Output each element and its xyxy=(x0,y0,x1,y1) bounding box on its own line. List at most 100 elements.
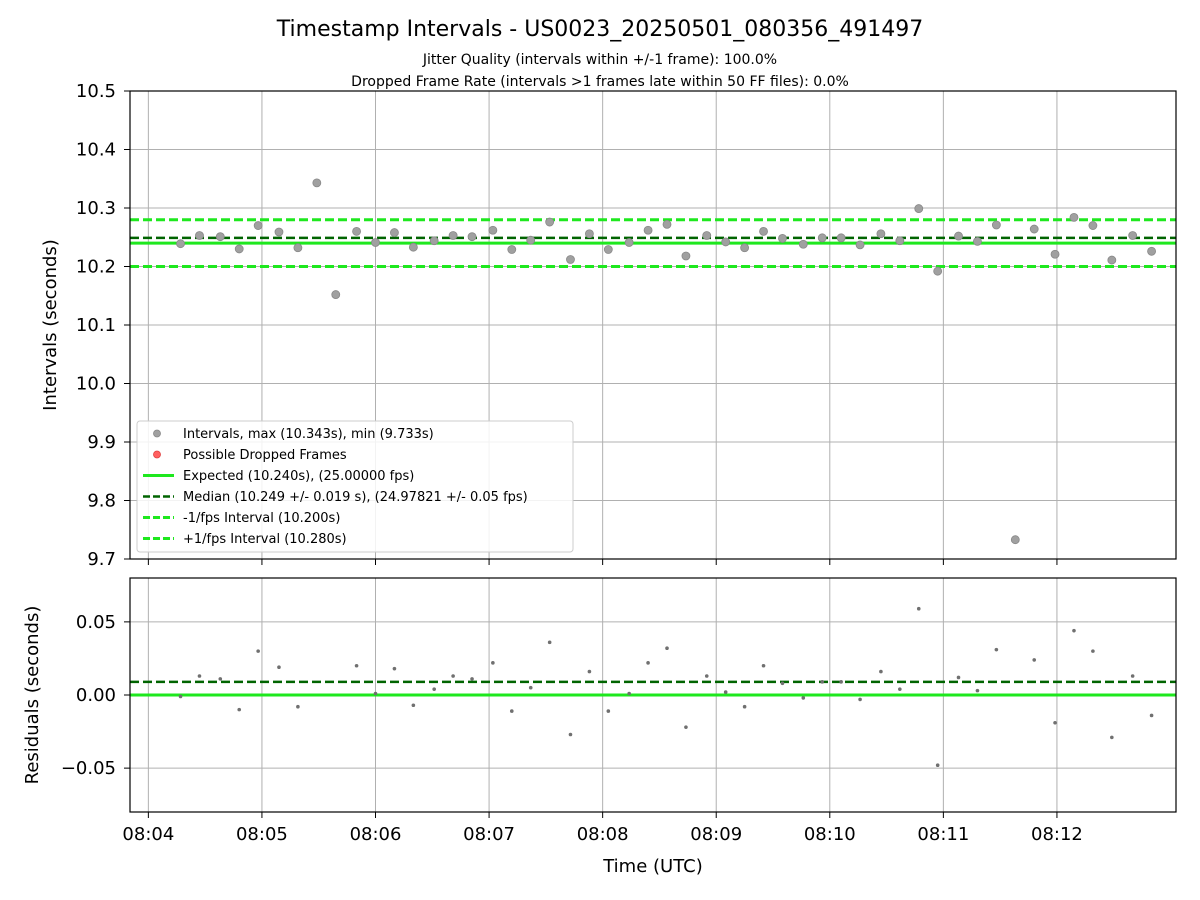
top-y-tick-label: 9.8 xyxy=(87,491,116,512)
interval-point xyxy=(584,229,594,239)
residual-point xyxy=(935,763,940,767)
x-tick-label: 08:04 xyxy=(122,824,174,845)
interval-point xyxy=(1088,221,1098,230)
residual-point xyxy=(704,674,709,678)
residual-point xyxy=(178,694,183,699)
residual-point xyxy=(684,725,688,729)
interval-point xyxy=(721,237,731,247)
interval-point xyxy=(914,204,924,213)
residual-point xyxy=(470,677,474,681)
interval-point xyxy=(390,228,399,237)
legend-minus-fps-label: -1/fps Interval (10.200s) xyxy=(183,511,340,526)
interval-point xyxy=(566,255,575,264)
interval-point xyxy=(331,290,341,299)
residual-point xyxy=(801,696,806,700)
residual-point xyxy=(956,675,961,680)
x-tick-label: 08:11 xyxy=(917,824,969,845)
top-y-tick-label: 9.7 xyxy=(87,549,116,570)
interval-point xyxy=(312,178,322,188)
interval-point xyxy=(624,238,634,247)
x-axis-label: Time (UTC) xyxy=(602,856,703,877)
top-y-tick-label: 10.4 xyxy=(76,140,116,161)
x-tick-label: 08:12 xyxy=(1031,824,1083,845)
residuals-panel: 08:04 08:05 08:06 08:07 08:08 08:09 08:10 08:11… xyxy=(61,577,1177,845)
interval-point xyxy=(195,231,204,240)
interval-point xyxy=(1010,535,1020,545)
x-tick-label: 08:09 xyxy=(690,824,742,845)
interval-point xyxy=(371,238,380,247)
residual-point xyxy=(780,681,785,686)
legend-plus-fps-label: +1/fps Interval (10.280s) xyxy=(183,532,347,547)
residual-point xyxy=(606,709,611,713)
interval-point xyxy=(176,239,185,249)
residual-point xyxy=(392,666,397,671)
bottom-y-tick-label: 0.05 xyxy=(76,612,116,633)
legend: Intervals, max (10.343s), min (9.733s) Po… xyxy=(136,420,574,553)
residual-point xyxy=(587,669,592,674)
interval-point xyxy=(643,225,653,235)
interval-point xyxy=(526,235,536,245)
residual-point xyxy=(1130,674,1135,678)
interval-point xyxy=(467,232,477,242)
residual-point xyxy=(568,732,573,737)
x-tick-label: 08:05 xyxy=(236,824,288,845)
residual-point xyxy=(916,606,921,611)
interval-point xyxy=(234,244,244,254)
top-y-tick-label: 10.2 xyxy=(76,257,116,278)
residual-point xyxy=(646,661,650,665)
residual-point xyxy=(256,649,260,653)
residual-point xyxy=(373,691,378,696)
residual-point xyxy=(218,677,223,681)
residual-point xyxy=(1072,628,1076,633)
top-plot-frame xyxy=(129,90,1177,560)
residual-point xyxy=(898,687,902,691)
interval-point xyxy=(507,245,517,254)
interval-point xyxy=(933,266,943,276)
chart-subtitle-jitter: Jitter Quality (intervals within +/-1 fr… xyxy=(422,52,777,68)
interval-point xyxy=(973,236,982,246)
interval-point xyxy=(545,217,555,227)
legend-median-label: Median (10.249 +/- 0.019 s), (24.97821 +… xyxy=(183,490,528,505)
residual-point xyxy=(411,703,416,708)
chart-subtitle-dropped: Dropped Frame Rate (intervals >1 frames … xyxy=(351,74,849,90)
interval-point xyxy=(798,239,808,249)
chart-title: Timestamp Intervals - US0023_20250501_08… xyxy=(276,17,923,42)
legend-expected-label: Expected (10.240s), (25.00000 fps) xyxy=(183,469,414,484)
interval-point xyxy=(991,220,1001,230)
bottom-y-tick-label: 0.00 xyxy=(76,685,116,706)
interval-point xyxy=(215,232,225,242)
interval-point xyxy=(836,233,846,243)
bottom-y-tick-label: −0.05 xyxy=(61,758,116,779)
residual-point xyxy=(528,685,533,690)
interval-point xyxy=(702,231,712,240)
interval-point xyxy=(855,240,865,250)
interval-point xyxy=(1029,224,1039,234)
residual-point xyxy=(491,661,495,665)
interval-point xyxy=(778,234,787,243)
residual-point xyxy=(742,704,747,709)
interval-point xyxy=(408,242,418,252)
residual-point xyxy=(1091,649,1095,653)
residual-point xyxy=(432,687,436,691)
residual-point xyxy=(1032,658,1037,662)
interval-point xyxy=(1128,231,1138,240)
residual-point xyxy=(879,669,883,674)
legend-dropped-frames-marker xyxy=(153,450,161,459)
interval-point xyxy=(352,226,361,236)
interval-point xyxy=(293,243,303,253)
residual-point xyxy=(975,688,980,693)
residual-point xyxy=(723,690,728,694)
top-y-tick-label: 10.3 xyxy=(76,198,116,219)
residual-point xyxy=(296,704,300,709)
top-y-tick-label: 10.5 xyxy=(76,81,116,102)
interval-point xyxy=(681,251,691,261)
interval-point xyxy=(603,245,613,254)
interval-point xyxy=(1147,246,1156,256)
residual-point xyxy=(665,646,669,650)
interval-point xyxy=(876,229,886,239)
interval-point xyxy=(429,236,439,246)
residual-point xyxy=(1053,720,1057,725)
bottom-y-axis-label: Residuals (seconds) xyxy=(22,606,43,785)
residual-point xyxy=(1110,735,1114,740)
interval-point xyxy=(448,231,458,240)
